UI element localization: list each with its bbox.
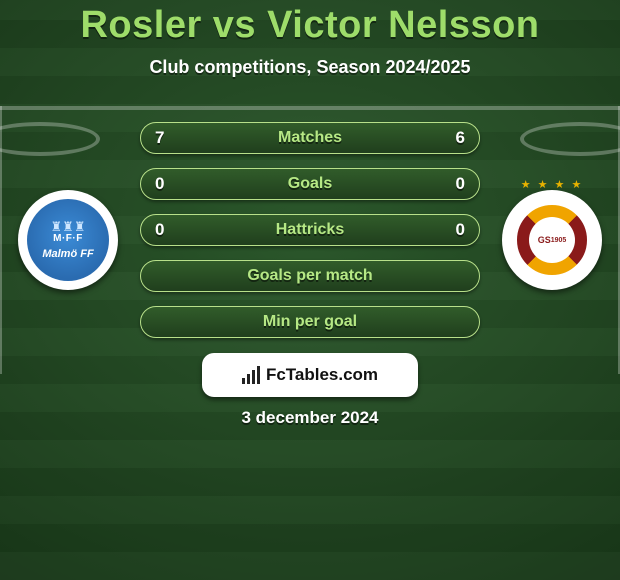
bar-chart-icon [242, 366, 260, 384]
stat-label: Matches [278, 129, 342, 147]
stat-row-goals: 0 Goals 0 [140, 168, 480, 200]
galatasaray-badge: ★ ★ ★ ★ GS1905 [502, 190, 602, 290]
stat-row-mpg: Min per goal [140, 306, 480, 338]
club-badge-left: ♜♜♜ M·F·F Malmö FF [18, 180, 118, 300]
pitch-line-top [0, 106, 620, 110]
stat-row-gpm: Goals per match [140, 260, 480, 292]
stat-right-value: 0 [456, 215, 465, 245]
stat-left-value: 0 [155, 169, 164, 199]
club-badge-right: ★ ★ ★ ★ GS1905 [502, 180, 602, 300]
stat-right-value: 0 [456, 169, 465, 199]
malmo-badge-inner: ♜♜♜ M·F·F Malmö FF [27, 199, 109, 281]
pitch-arc-left [0, 122, 100, 156]
date-text: 3 december 2024 [0, 408, 620, 428]
malmo-code: M·F·F [53, 233, 83, 244]
stat-row-matches: 7 Matches 6 [140, 122, 480, 154]
stat-label: Goals [288, 175, 332, 193]
stat-left-value: 0 [155, 215, 164, 245]
brand-pill[interactable]: FcTables.com [202, 353, 418, 397]
pitch-arc-right [520, 122, 620, 156]
stats-table: 7 Matches 6 0 Goals 0 0 Hattricks 0 Goal… [140, 122, 480, 352]
malmo-name: Malmö FF [42, 248, 93, 260]
brand-text: FcTables.com [266, 365, 378, 385]
stat-label: Min per goal [263, 313, 357, 331]
stat-label: Goals per match [247, 267, 372, 285]
stat-label: Hattricks [276, 221, 344, 239]
stars-icon: ★ ★ ★ ★ [502, 178, 602, 191]
page-title: Rosler vs Victor Nelsson [0, 0, 620, 47]
stat-left-value: 7 [155, 123, 164, 153]
galatasaray-initials: GS1905 [529, 217, 575, 263]
malmo-badge: ♜♜♜ M·F·F Malmö FF [18, 190, 118, 290]
stat-row-hattricks: 0 Hattricks 0 [140, 214, 480, 246]
castle-icon: ♜♜♜ [51, 220, 86, 233]
stat-right-value: 6 [456, 123, 465, 153]
page-subtitle: Club competitions, Season 2024/2025 [0, 57, 620, 78]
galatasaray-badge-inner: GS1905 [513, 201, 591, 279]
